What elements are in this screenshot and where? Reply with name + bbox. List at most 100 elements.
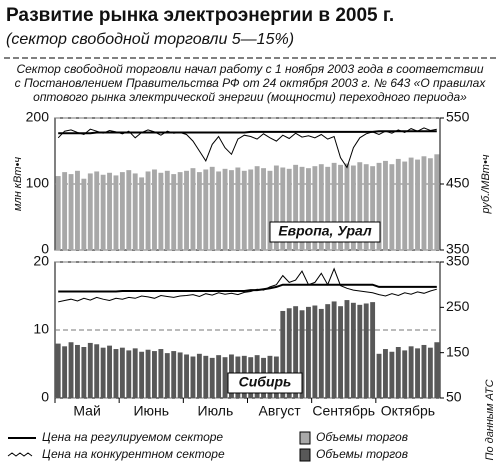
panel-label-box (269, 221, 381, 243)
bar (87, 173, 93, 250)
bar (370, 302, 376, 398)
subtitle: (сектор свободной торговли 5—15%) (6, 31, 294, 48)
bar (209, 357, 215, 398)
bar (299, 310, 305, 398)
bar (306, 306, 311, 398)
bar (286, 308, 292, 398)
bar (286, 168, 292, 250)
line (58, 130, 437, 135)
bar (164, 353, 170, 398)
bar (318, 164, 324, 250)
bar (370, 166, 376, 250)
y-tick-label: 100 (26, 175, 50, 191)
bar (402, 161, 408, 250)
x-tick-label: Июнь (133, 403, 169, 419)
bar (94, 171, 100, 250)
bar (383, 349, 388, 398)
bar (434, 342, 440, 398)
bar (312, 166, 318, 250)
bar (87, 342, 93, 398)
bar (158, 172, 164, 250)
legend-label: Объемы торгов (316, 447, 408, 461)
bar (434, 154, 440, 250)
bar (344, 300, 350, 398)
legend-label: Объемы торгов (316, 430, 408, 444)
y2-tick-label: 350 (446, 253, 470, 269)
bar (184, 354, 189, 398)
bar (55, 343, 61, 398)
note: Сектор свободной торговли начал работу с… (16, 62, 483, 76)
bar (293, 306, 299, 398)
bar (171, 174, 177, 250)
bar (357, 162, 363, 250)
bar (357, 304, 363, 398)
bar (331, 301, 337, 398)
title: Развитие рынка электроэнергии в 2005 г. (6, 5, 394, 26)
bar (190, 356, 196, 398)
bar (100, 174, 106, 250)
bar (415, 348, 420, 398)
panel-label: Европа, Урал (278, 223, 372, 239)
bar (389, 164, 395, 250)
bar (75, 344, 80, 398)
bar (273, 165, 279, 250)
bar (344, 163, 350, 250)
x-tick-label: Июль (198, 403, 234, 419)
bar (415, 159, 420, 250)
bar (100, 347, 106, 398)
line (57, 127, 437, 169)
bar (222, 168, 228, 250)
bar (389, 351, 395, 398)
bar (81, 347, 87, 398)
bar (299, 166, 305, 250)
bar (306, 168, 311, 250)
y-tick-label: 0 (41, 241, 49, 257)
bar (254, 166, 260, 250)
x-tick-label: Май (73, 403, 100, 419)
bar (421, 156, 427, 250)
panel-label: Сибирь (239, 374, 292, 390)
legend-swatch (299, 431, 311, 445)
line (58, 283, 437, 293)
bar (248, 169, 254, 250)
y-tick-label: 0 (41, 389, 49, 405)
bar (376, 353, 382, 398)
bar (164, 170, 170, 250)
bar (338, 306, 343, 398)
bar (126, 170, 132, 250)
bar (350, 302, 356, 398)
bar (363, 164, 369, 250)
bar (241, 170, 247, 250)
bar (158, 349, 164, 398)
bar (312, 305, 318, 398)
bar (132, 173, 138, 250)
bar (107, 345, 112, 398)
bar (62, 172, 68, 250)
bar (152, 169, 157, 250)
bar (331, 162, 337, 250)
bar (177, 352, 183, 398)
bar (171, 351, 177, 398)
bar (338, 164, 343, 250)
legend-swatch (299, 448, 311, 462)
y2-tick-label: 450 (446, 175, 470, 191)
bar (184, 170, 189, 250)
line (58, 267, 437, 303)
bar (203, 355, 209, 398)
y-axis-label: млн кВт•ч (12, 157, 24, 211)
y-tick-label: 200 (26, 109, 50, 125)
legend-line (7, 452, 33, 457)
bar (209, 166, 215, 250)
legend-label: Цена на конкурентном секторе (42, 447, 225, 461)
bar (325, 304, 331, 398)
y-tick-label: 20 (33, 253, 49, 269)
bar (107, 172, 112, 250)
bar (55, 176, 61, 250)
bar (229, 170, 234, 250)
bar (68, 174, 74, 250)
y2-tick-label: 50 (446, 389, 462, 405)
bar (325, 166, 331, 250)
bar (190, 168, 196, 250)
bar (235, 167, 241, 250)
